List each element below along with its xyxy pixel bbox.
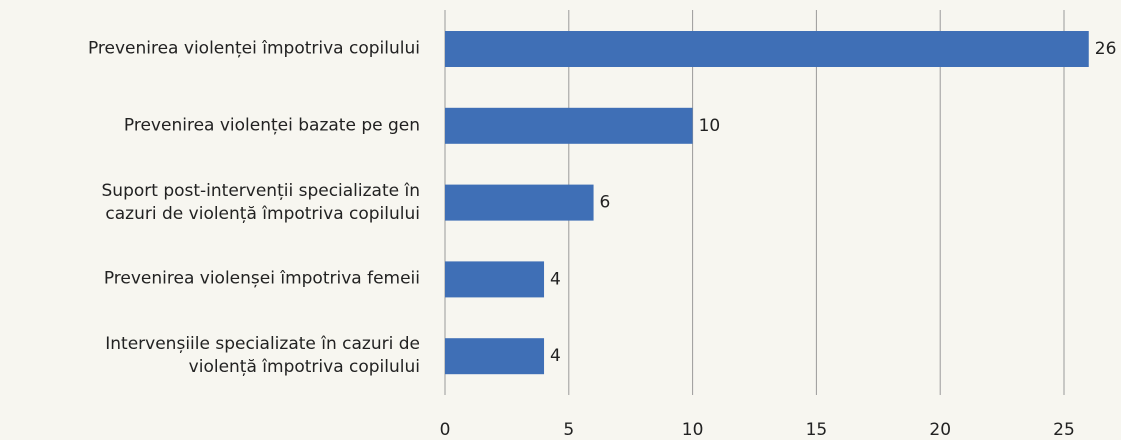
category-label: Prevenirea violenței împotriva copilului — [87, 38, 420, 59]
x-tick-label: 15 — [806, 420, 828, 440]
bar — [445, 338, 545, 375]
bar — [445, 184, 594, 221]
category-label: Intervenșiile specializate în cazuri de … — [105, 334, 420, 378]
value-label: 6 — [600, 193, 611, 213]
value-label: 4 — [550, 346, 561, 366]
category-label: Prevenirea violenșei împotriva femeii — [103, 268, 420, 289]
bar — [445, 107, 693, 144]
x-tick-label: 25 — [1053, 420, 1075, 440]
value-label: 4 — [550, 269, 561, 289]
category-label: Suport post-intervenții specializate în … — [101, 180, 421, 224]
x-tick-label: 5 — [563, 420, 574, 440]
x-tick-label: 20 — [929, 420, 951, 440]
category-label: Prevenirea violenței bazate pe gen — [123, 115, 420, 136]
x-tick-label: 10 — [682, 420, 704, 440]
value-label: 26 — [1095, 39, 1117, 59]
value-label: 10 — [699, 116, 721, 136]
bar — [445, 31, 1089, 67]
x-tick-label: 0 — [440, 420, 451, 440]
bar — [445, 261, 545, 298]
